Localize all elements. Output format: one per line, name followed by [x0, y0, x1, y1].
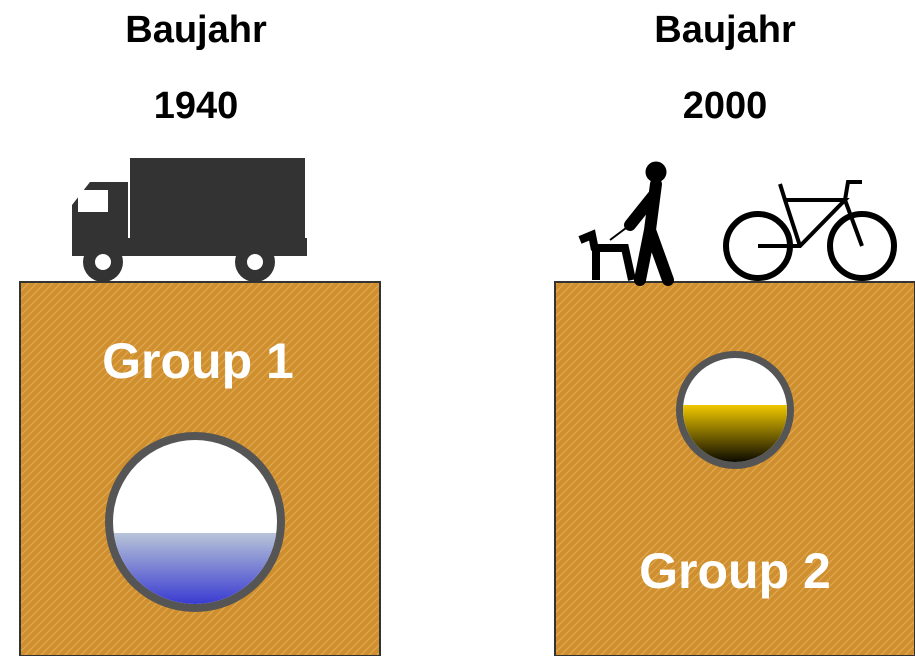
year: 1940 [154, 85, 239, 127]
pedestrian [578, 161, 674, 286]
year: 2000 [683, 85, 768, 127]
bicycle [723, 180, 897, 281]
group-label: Group 1 [102, 333, 294, 389]
pipe [676, 351, 794, 469]
label: Baujahr [654, 9, 796, 51]
pipe [105, 432, 285, 612]
truck [72, 158, 307, 282]
group-label: Group 2 [639, 543, 831, 599]
label: Baujahr [125, 9, 267, 51]
